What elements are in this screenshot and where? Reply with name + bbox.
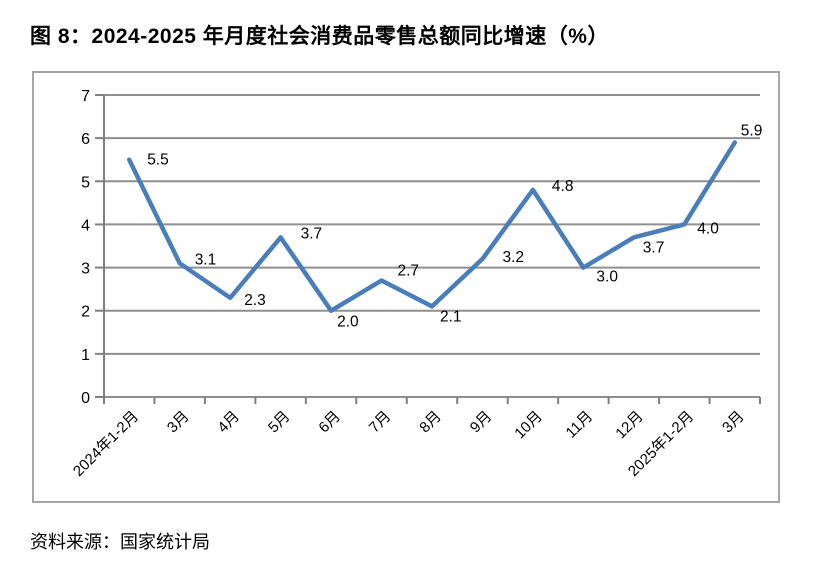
data-point-label: 3.7 bbox=[301, 225, 323, 242]
x-axis-tick-label: 6月 bbox=[315, 408, 344, 437]
data-point-label: 3.0 bbox=[596, 269, 618, 286]
x-axis-tick-label: 12月 bbox=[612, 408, 646, 442]
figure-title: 图 8：2024-2025 年月度社会消费品零售总额同比增速（%） bbox=[30, 25, 609, 48]
y-axis-tick-label: 5 bbox=[81, 174, 90, 191]
y-axis-tick-label: 2 bbox=[81, 304, 90, 321]
x-axis-tick-label: 9月 bbox=[467, 408, 496, 437]
data-point-label: 2.3 bbox=[244, 292, 266, 309]
data-point-label: 5.5 bbox=[147, 152, 169, 169]
line-chart: 0 1 2 3 4 5 6 7 2024年1-2月 3月 4月 5月 6月 7月 8月 9月 10月 11月 12月… bbox=[32, 71, 780, 503]
y-axis-tick-label: 4 bbox=[81, 217, 90, 234]
x-axis-tick-label: 11月 bbox=[563, 408, 597, 442]
x-axis-tick-label: 3月 bbox=[164, 408, 193, 437]
data-point-label: 3.1 bbox=[195, 251, 217, 268]
y-axis-tick-label: 7 bbox=[81, 88, 90, 105]
y-axis-tick-label: 1 bbox=[81, 347, 90, 364]
source-note: 资料来源：国家统计局 bbox=[30, 532, 210, 552]
x-axis-tick-label: 2024年1-2月 bbox=[70, 408, 142, 480]
data-point-label: 5.9 bbox=[741, 123, 763, 140]
data-point-label: 2.1 bbox=[440, 308, 462, 325]
x-axis-tick-label: 5月 bbox=[265, 408, 294, 437]
x-axis-tick-label: 3月 bbox=[719, 408, 748, 437]
chart-canvas: 0 1 2 3 4 5 6 7 2024年1-2月 3月 4月 5月 6月 7月 8月 9月 10月 11月 12月… bbox=[70, 88, 763, 480]
x-axis-tick-label: 7月 bbox=[366, 408, 395, 437]
data-point-label: 2.7 bbox=[398, 263, 420, 280]
series-line bbox=[126, 140, 738, 313]
data-point-label: 4.0 bbox=[697, 220, 719, 237]
x-axis-tick-label: 10月 bbox=[511, 408, 545, 442]
x-axis-tick-label: 4月 bbox=[214, 408, 243, 437]
data-point-label: 2.0 bbox=[337, 314, 359, 331]
y-axis-tick-label: 3 bbox=[81, 261, 90, 278]
x-axis-tick-label: 8月 bbox=[416, 408, 445, 437]
data-point-label: 3.7 bbox=[643, 239, 665, 256]
y-axis-tick-label: 6 bbox=[81, 131, 90, 148]
y-axis-tick-label: 0 bbox=[81, 390, 90, 407]
data-point-label: 3.2 bbox=[503, 249, 525, 266]
data-point-label: 4.8 bbox=[552, 178, 574, 195]
